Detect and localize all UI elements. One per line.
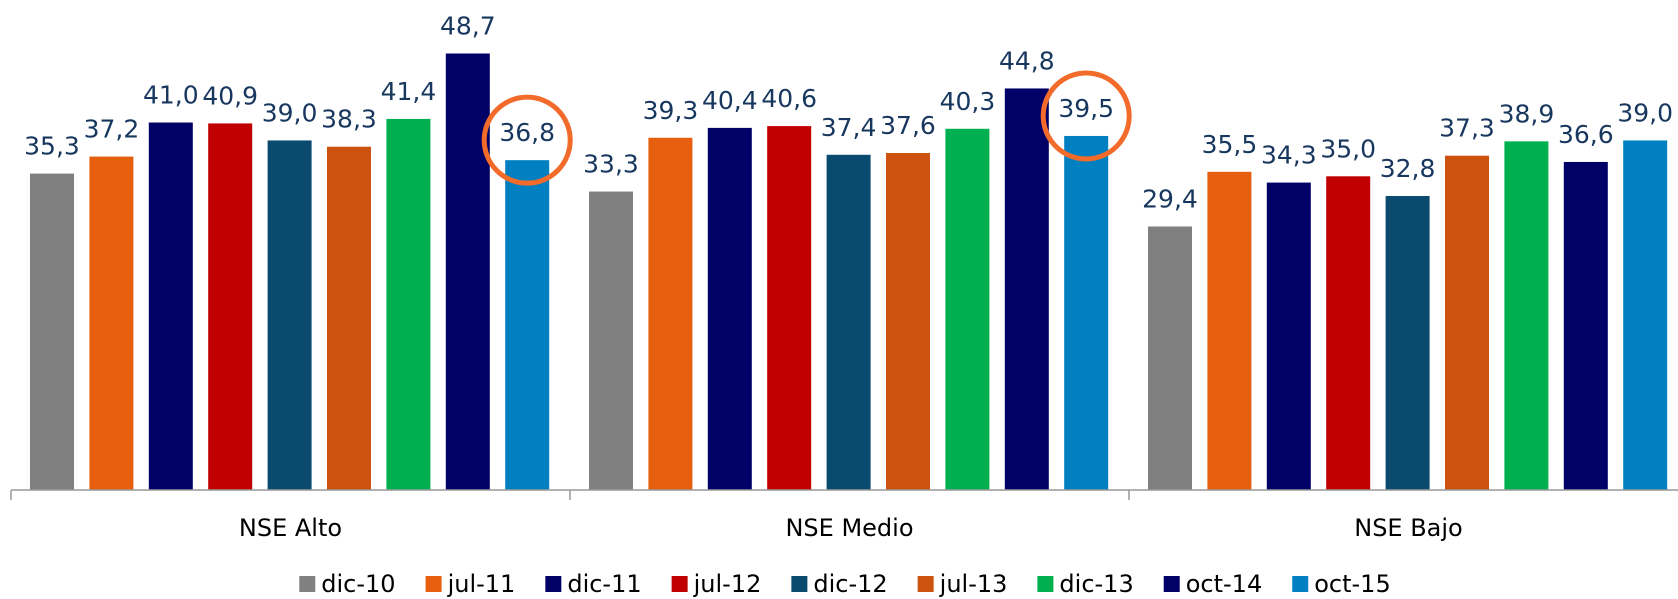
bar — [208, 123, 253, 490]
category-label: NSE Medio — [785, 514, 913, 542]
legend-swatch — [425, 576, 442, 592]
data-label: 39,5 — [1058, 94, 1114, 123]
data-label: 48,7 — [440, 12, 496, 41]
legend-swatch — [1163, 576, 1180, 592]
bar — [589, 191, 633, 491]
legend-label: jul-11 — [447, 570, 516, 598]
data-label: 32,8 — [1380, 154, 1436, 183]
highlight-circle — [481, 94, 573, 186]
bar — [648, 137, 693, 490]
data-label: 38,3 — [321, 105, 377, 134]
data-label: 36,6 — [1558, 120, 1614, 149]
data-label: 41,0 — [143, 81, 199, 110]
legend-label: jul-12 — [693, 570, 762, 598]
legend-label: dic-10 — [321, 570, 395, 598]
data-label: 40,4 — [702, 86, 758, 115]
bar — [1266, 182, 1311, 490]
bar — [767, 126, 812, 491]
bar — [1623, 140, 1668, 490]
bar — [1326, 176, 1371, 490]
data-label: 37,2 — [84, 115, 140, 144]
category-label: NSE Alto — [239, 514, 342, 542]
category-label: NSE Bajo — [1354, 514, 1463, 542]
data-label: 37,3 — [1439, 114, 1495, 143]
data-label: 44,8 — [999, 46, 1055, 75]
bar — [707, 127, 752, 490]
data-label: 39,0 — [262, 98, 318, 127]
legend-swatch — [1037, 576, 1054, 592]
bar — [386, 118, 431, 490]
bar — [327, 146, 371, 491]
highlight-circle — [1040, 70, 1132, 162]
bar — [148, 122, 193, 490]
data-label: 29,4 — [1142, 184, 1198, 213]
legend-swatch — [1292, 576, 1309, 592]
bar — [1385, 196, 1430, 490]
data-label: 40,3 — [940, 87, 996, 116]
data-label: 33,3 — [583, 150, 639, 179]
data-label: 34,3 — [1261, 141, 1317, 170]
legend-swatch — [299, 576, 316, 592]
legend-label: jul-13 — [939, 570, 1008, 598]
data-label: 38,9 — [1499, 99, 1555, 128]
data-label: 40,6 — [761, 84, 817, 113]
legend-label: dic-11 — [567, 570, 641, 598]
data-label: 40,9 — [202, 81, 258, 110]
legend-swatch — [671, 576, 688, 592]
legend-label: dic-12 — [813, 570, 887, 598]
data-label: 39,3 — [643, 96, 699, 125]
data-label: 35,5 — [1202, 130, 1258, 159]
bar — [30, 173, 74, 490]
legend-label: oct-14 — [1186, 570, 1263, 598]
bar — [89, 156, 134, 491]
bar — [1207, 171, 1252, 490]
legend-label: dic-13 — [1059, 570, 1133, 598]
bar — [1445, 155, 1489, 490]
legend-swatch — [791, 576, 808, 592]
legend-label: oct-15 — [1314, 570, 1391, 598]
bar — [945, 128, 990, 490]
legend-swatch — [545, 576, 562, 592]
bar — [1504, 141, 1549, 490]
bar — [1563, 161, 1608, 490]
bar — [886, 152, 930, 490]
data-label: 36,8 — [499, 118, 555, 147]
data-label: 39,0 — [1617, 98, 1673, 127]
bar — [505, 160, 550, 490]
data-label: 37,4 — [821, 113, 877, 142]
data-label: 35,0 — [1320, 134, 1376, 163]
bar — [267, 140, 312, 490]
data-label: 41,4 — [381, 77, 437, 106]
bar — [1148, 226, 1192, 490]
data-label: 35,3 — [24, 132, 80, 161]
data-label: 37,6 — [880, 111, 936, 140]
legend-swatch — [917, 576, 934, 592]
bar — [1004, 88, 1049, 490]
bar — [445, 53, 490, 491]
bar — [826, 154, 871, 490]
bar — [1064, 135, 1109, 491]
